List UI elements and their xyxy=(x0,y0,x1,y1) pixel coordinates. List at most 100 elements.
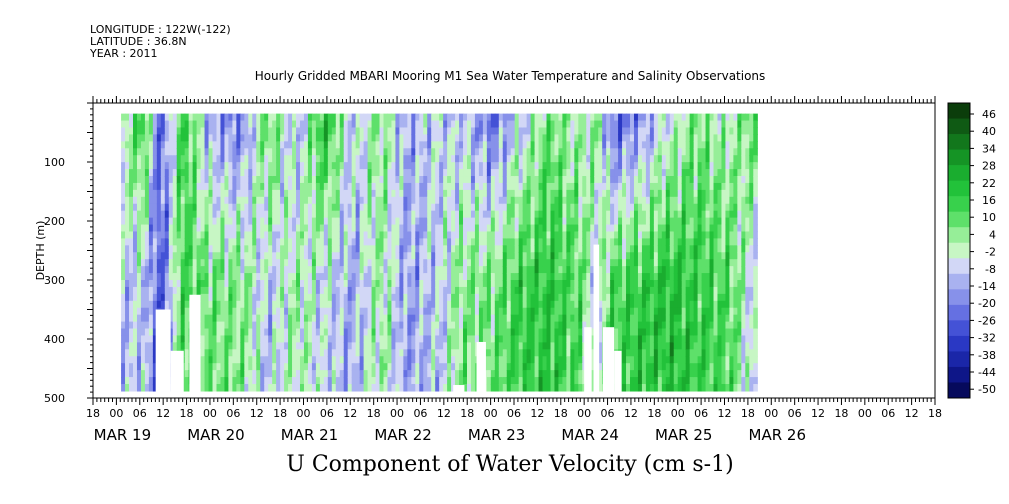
heatmap-cell xyxy=(486,252,492,260)
heatmap-cell xyxy=(327,307,333,316)
heatmap-cell xyxy=(383,203,389,212)
heatmap-cell xyxy=(538,266,544,274)
heatmap-cell xyxy=(570,231,575,239)
heatmap-cell xyxy=(455,286,460,295)
heatmap-cell xyxy=(518,169,524,177)
heatmap-cell xyxy=(383,182,389,191)
heatmap-cell xyxy=(550,335,556,343)
heatmap-cell xyxy=(311,238,317,246)
heatmap-cell xyxy=(359,273,365,281)
heatmap-cell xyxy=(486,259,492,267)
heatmap-cell xyxy=(236,203,241,212)
heatmap-cell xyxy=(343,377,349,385)
heatmap-cell xyxy=(256,383,261,392)
heatmap-cell xyxy=(443,370,448,378)
heatmap-cell xyxy=(367,182,373,191)
heatmap-cell xyxy=(526,383,532,392)
heatmap-cell xyxy=(395,155,400,163)
heatmap-cell xyxy=(192,286,198,295)
heatmap-cell xyxy=(208,238,214,246)
heatmap-cell xyxy=(435,342,440,350)
heatmap-cell xyxy=(598,266,603,274)
heatmap-cell xyxy=(415,363,420,371)
heatmap-cell xyxy=(359,280,365,288)
heatmap-cell xyxy=(172,245,178,253)
heatmap-cell xyxy=(156,148,162,156)
heatmap-cell xyxy=(323,162,329,170)
heatmap-cell xyxy=(407,286,412,295)
heatmap-cell xyxy=(268,273,273,281)
heatmap-cell xyxy=(423,141,428,149)
heatmap-cell xyxy=(244,293,249,302)
heatmap-cell xyxy=(447,203,452,212)
heatmap-cell xyxy=(610,245,615,253)
heatmap-cell xyxy=(240,141,245,149)
heatmap-cell xyxy=(176,134,182,142)
heatmap-cell xyxy=(331,231,337,239)
heatmap-cell xyxy=(280,120,285,129)
heatmap-cell xyxy=(292,314,297,323)
heatmap-cell xyxy=(363,370,369,378)
heatmap-cell xyxy=(375,217,381,226)
heatmap-cell xyxy=(268,259,273,267)
heatmap-cell xyxy=(522,370,528,378)
heatmap-cell xyxy=(172,231,178,239)
heatmap-cell xyxy=(514,342,520,350)
heatmap-cell xyxy=(264,245,269,253)
heatmap-cell xyxy=(602,210,607,219)
heatmap-cell xyxy=(260,162,265,170)
heatmap-cell xyxy=(260,273,265,281)
heatmap-cell xyxy=(403,266,408,274)
heatmap-cell xyxy=(570,356,575,364)
heatmap-cell xyxy=(534,238,540,246)
heatmap-cell xyxy=(339,293,345,302)
heatmap-cell xyxy=(133,383,138,392)
heatmap-cell xyxy=(351,169,357,177)
heatmap-cell xyxy=(256,266,261,274)
heatmap-cell xyxy=(403,238,408,246)
heatmap-cell xyxy=(594,169,599,177)
heatmap-cell xyxy=(292,217,297,226)
heatmap-cell xyxy=(184,217,190,226)
heatmap-cell xyxy=(387,203,393,212)
heatmap-cell xyxy=(133,210,138,219)
heatmap-cell xyxy=(542,370,548,378)
heatmap-cell xyxy=(160,169,166,177)
heatmap-cell xyxy=(172,286,178,295)
heatmap-cell xyxy=(327,238,333,246)
heatmap-cell xyxy=(558,113,564,122)
heatmap-cell xyxy=(594,224,599,233)
heatmap-cell xyxy=(606,176,611,184)
heatmap-cell xyxy=(363,203,369,212)
heatmap-cell xyxy=(407,176,412,184)
heatmap-cell xyxy=(335,370,341,378)
heatmap-cell xyxy=(244,196,249,205)
heatmap-cell xyxy=(363,321,369,330)
heatmap-cell xyxy=(570,321,575,330)
heatmap-cell xyxy=(216,231,222,239)
heatmap-cell xyxy=(351,363,357,371)
heatmap-cell xyxy=(216,217,222,226)
heatmap-cell xyxy=(204,189,210,198)
heatmap-cell xyxy=(443,189,448,198)
heatmap-cell xyxy=(526,196,532,205)
heatmap-cell xyxy=(411,189,416,198)
heatmap-cell xyxy=(268,231,273,239)
heatmap-cell xyxy=(610,148,615,156)
heatmap-cell xyxy=(455,217,460,226)
heatmap-cell xyxy=(288,134,293,142)
heatmap-cell xyxy=(220,370,226,378)
heatmap-cell xyxy=(546,245,552,253)
heatmap-cell xyxy=(375,328,381,337)
heatmap-cell xyxy=(614,280,619,288)
heatmap-cell xyxy=(276,335,281,343)
heatmap-cell xyxy=(125,335,130,343)
heatmap-cell xyxy=(224,224,230,233)
heatmap-cell xyxy=(399,238,404,246)
heatmap-cell xyxy=(331,196,337,205)
heatmap-cell xyxy=(204,293,210,302)
heatmap-cell xyxy=(335,210,341,219)
heatmap-cell xyxy=(315,328,321,337)
heatmap-cell xyxy=(578,148,583,156)
heatmap-cell xyxy=(586,196,591,205)
